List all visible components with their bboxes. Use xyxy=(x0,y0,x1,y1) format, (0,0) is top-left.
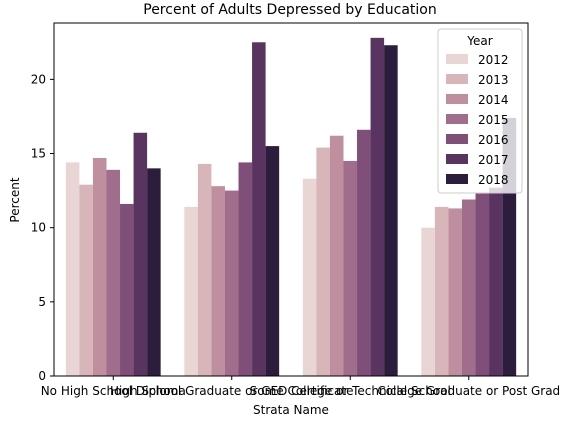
legend-frame xyxy=(437,28,523,194)
y-tick-label: 15 xyxy=(31,147,46,161)
bar-2014-2 xyxy=(329,135,344,376)
legend-swatch-2013 xyxy=(446,74,468,84)
bar-2016-3 xyxy=(475,193,490,376)
legend-label-2017: 2017 xyxy=(478,153,509,167)
bar-2014-0 xyxy=(92,157,107,376)
legend-swatch-2015 xyxy=(446,114,468,124)
legend-label-2012: 2012 xyxy=(478,53,509,67)
legend-swatch-2014 xyxy=(446,94,468,104)
bar-2017-2 xyxy=(370,37,385,376)
bar-2012-3 xyxy=(421,227,435,376)
bar-2015-3 xyxy=(461,199,476,376)
y-tick-label: 20 xyxy=(31,72,46,86)
bar-2012-0 xyxy=(65,162,80,376)
bar-2014-3 xyxy=(448,208,462,376)
x-tick-label: Some College or Technical School xyxy=(250,384,451,398)
x-tick-label: College Graduate or Post Grad xyxy=(377,384,560,398)
legend-swatch-2018 xyxy=(446,174,468,184)
bar-2013-2 xyxy=(316,147,330,376)
bar-2013-1 xyxy=(197,163,212,376)
bars-group xyxy=(65,37,517,377)
legend-label-2016: 2016 xyxy=(478,133,509,147)
x-tick-label: High School Graduate or GED Certificate xyxy=(110,384,353,398)
plot-frame xyxy=(53,22,529,377)
bar-2012-1 xyxy=(184,206,198,376)
legend-swatch-2012 xyxy=(446,54,468,64)
x-tick-label: No High School Diploma xyxy=(41,384,186,398)
bar-2015-1 xyxy=(224,190,239,376)
y-axis-ticks: 0 5 10 15 20 xyxy=(31,72,54,383)
bar-2017-1 xyxy=(252,42,266,376)
bar-2016-0 xyxy=(120,203,134,376)
legend: Year 2012 2013 2014 2015 2016 2017 2018 xyxy=(437,28,523,194)
bar-2016-1 xyxy=(238,162,253,376)
legend-label-2015: 2015 xyxy=(478,113,509,127)
legend-label-2013: 2013 xyxy=(478,73,509,87)
axes-group xyxy=(53,22,529,377)
y-axis-label: Percent xyxy=(8,177,22,222)
bar-2016-2 xyxy=(357,129,371,376)
bar-2018-2 xyxy=(384,45,398,376)
legend-swatch-2016 xyxy=(446,134,468,144)
bar-2017-3 xyxy=(489,187,503,376)
bar-2012-2 xyxy=(302,178,317,376)
legend-swatch-2017 xyxy=(446,154,468,164)
bar-2014-1 xyxy=(211,186,225,376)
bar-2017-0 xyxy=(133,132,148,376)
bar-2015-0 xyxy=(106,169,121,376)
y-tick-label: 10 xyxy=(31,221,46,235)
chart-title: Percent of Adults Depressed by Education xyxy=(143,2,437,18)
bar-2015-2 xyxy=(343,160,358,376)
legend-items: 2012 2013 2014 2015 2016 2017 2018 xyxy=(446,53,509,187)
legend-label-2014: 2014 xyxy=(478,93,509,107)
x-axis-label: Strata Name xyxy=(253,403,329,417)
bar-2018-0 xyxy=(147,168,161,376)
y-tick-label: 0 xyxy=(38,369,46,383)
bar-2018-1 xyxy=(265,146,280,376)
y-tick-label: 5 xyxy=(38,295,46,309)
legend-label-2018: 2018 xyxy=(478,173,509,187)
legend-title: Year xyxy=(466,34,492,48)
bar-2013-0 xyxy=(79,184,93,376)
bar-2013-3 xyxy=(434,206,449,376)
